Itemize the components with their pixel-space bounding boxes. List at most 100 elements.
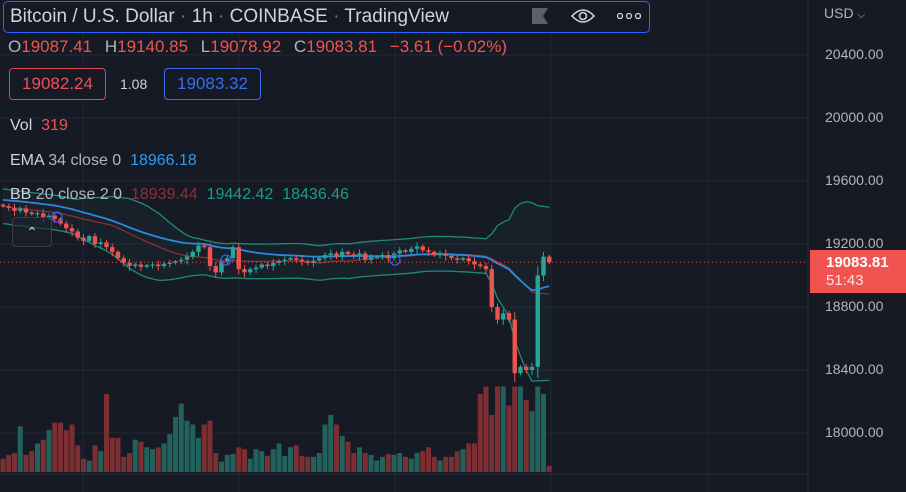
candle-body[interactable] (230, 247, 236, 259)
candle-body[interactable] (75, 231, 80, 238)
candle-body[interactable] (518, 366, 523, 374)
candle-body[interactable] (6, 206, 11, 208)
candle-body[interactable] (282, 259, 287, 262)
candle-body[interactable] (535, 275, 540, 367)
candle-body[interactable] (409, 248, 414, 252)
candle-body[interactable] (449, 255, 454, 259)
candle-body[interactable] (46, 215, 52, 218)
candle-body[interactable] (0, 204, 6, 207)
candle-body[interactable] (380, 255, 385, 257)
collapse-legend-button[interactable]: ⌃ (12, 217, 52, 247)
candle-body[interactable] (541, 256, 546, 276)
candle-body[interactable] (524, 366, 529, 370)
candle-body[interactable] (156, 264, 161, 267)
candle-body[interactable] (248, 269, 253, 273)
symbol-header[interactable]: Bitcoin / U.S. Dollar · 1h · COINBASE · … (3, 1, 650, 33)
candle-body[interactable] (173, 261, 178, 263)
candle-body[interactable] (495, 307, 500, 320)
candle-body[interactable] (29, 212, 34, 215)
candle-body[interactable] (299, 259, 305, 262)
volume-legend[interactable]: Vol 319 (10, 117, 68, 135)
candle-body[interactable] (506, 313, 512, 320)
candle-body[interactable] (466, 258, 471, 262)
candle-body[interactable] (345, 251, 351, 255)
candle-body[interactable] (460, 258, 466, 260)
candle-body[interactable] (219, 261, 224, 273)
candle-body[interactable] (305, 261, 310, 263)
eye-icon[interactable] (571, 7, 595, 25)
candle-body[interactable] (12, 207, 17, 211)
candle-body[interactable] (357, 253, 362, 256)
candle-body[interactable] (483, 266, 489, 270)
candle-body[interactable] (69, 228, 75, 232)
candle-body[interactable] (414, 246, 420, 249)
candle-body[interactable] (150, 264, 155, 266)
candle-body[interactable] (236, 247, 241, 270)
bb-legend[interactable]: BB 20 close 2 0 18939.44 19442.42 18436.… (10, 186, 349, 204)
candle-body[interactable] (403, 250, 408, 252)
candle-body[interactable] (115, 251, 121, 259)
candle-body[interactable] (478, 264, 483, 267)
candle-body[interactable] (167, 262, 172, 264)
more-icon[interactable] (617, 12, 641, 20)
candle-body[interactable] (127, 262, 132, 267)
candle-body[interactable] (288, 258, 293, 260)
candle-body[interactable] (351, 254, 356, 256)
candle-body[interactable] (23, 208, 29, 213)
candle-body[interactable] (501, 313, 506, 320)
candle-body[interactable] (317, 258, 322, 261)
candle-body[interactable] (121, 258, 126, 263)
interval[interactable]: 1h (191, 6, 213, 27)
candle-body[interactable] (529, 366, 535, 370)
flag-icon[interactable] (531, 7, 549, 25)
candle-body[interactable] (18, 208, 23, 211)
candle-body[interactable] (213, 266, 218, 273)
candle-body[interactable] (52, 215, 57, 219)
candle-body[interactable] (242, 269, 247, 273)
candle-body[interactable] (196, 245, 201, 252)
candle-body[interactable] (455, 258, 460, 260)
candle-body[interactable] (144, 265, 149, 267)
candle-body[interactable] (363, 253, 368, 260)
candle-body[interactable] (190, 251, 195, 257)
candle-body[interactable] (311, 260, 316, 263)
candle-body[interactable] (437, 253, 443, 256)
candle-body[interactable] (512, 319, 517, 374)
candle-body[interactable] (391, 253, 397, 259)
candle-body[interactable] (184, 256, 190, 260)
candle-body[interactable] (161, 263, 167, 267)
candle-body[interactable] (98, 242, 103, 244)
candle-body[interactable] (110, 247, 115, 252)
candle-body[interactable] (397, 250, 402, 254)
candle-body[interactable] (225, 258, 230, 262)
candle-body[interactable] (386, 255, 391, 259)
candle-body[interactable] (547, 256, 552, 263)
candle-body[interactable] (133, 264, 138, 267)
candle-body[interactable] (64, 223, 69, 229)
candle-body[interactable] (374, 256, 379, 258)
candle-body[interactable] (334, 253, 339, 257)
sell-button[interactable]: 19082.24 (9, 68, 106, 100)
candle-body[interactable] (81, 237, 86, 241)
candle-body[interactable] (259, 264, 264, 268)
candle-body[interactable] (368, 257, 374, 260)
buy-button[interactable]: 19083.32 (164, 68, 261, 100)
candle-body[interactable] (265, 264, 270, 267)
candle-body[interactable] (202, 245, 207, 248)
candle-body[interactable] (276, 261, 282, 263)
candle-body[interactable] (179, 259, 184, 262)
candle-body[interactable] (138, 264, 144, 267)
currency-selector[interactable]: USD ⌵ (824, 5, 865, 21)
candle-body[interactable] (322, 255, 328, 259)
candle-body[interactable] (92, 236, 98, 244)
candle-body[interactable] (472, 261, 477, 265)
candle-body[interactable] (328, 253, 333, 256)
ema-legend[interactable]: EMA 34 close 0 18966.18 (10, 152, 197, 170)
candle-body[interactable] (271, 262, 276, 267)
candle-body[interactable] (207, 247, 213, 267)
candle-body[interactable] (432, 251, 437, 256)
candle-body[interactable] (420, 246, 425, 251)
candle-body[interactable] (104, 242, 109, 248)
candle-body[interactable] (426, 250, 431, 252)
